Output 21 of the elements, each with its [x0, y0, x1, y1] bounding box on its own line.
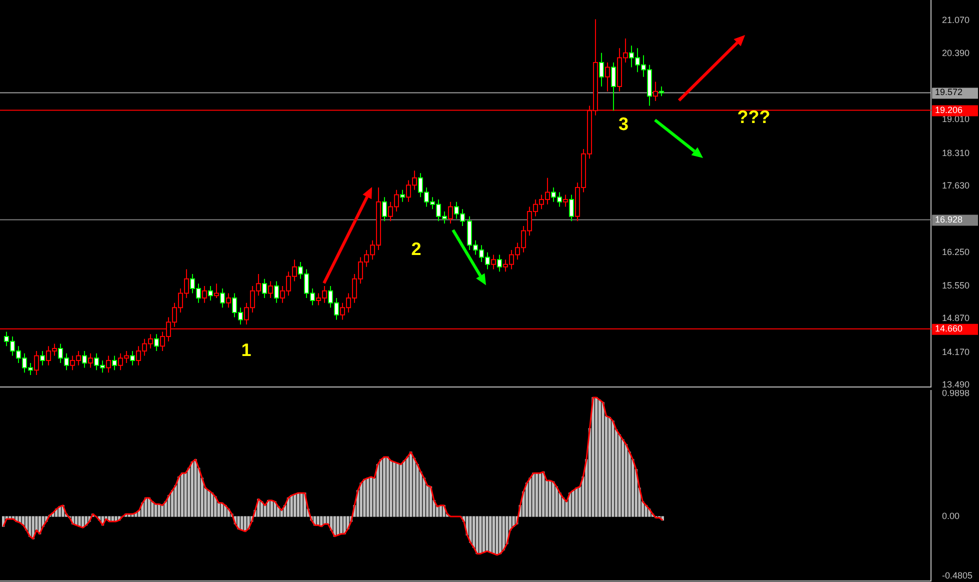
ref-line-label: 14.660	[935, 323, 963, 334]
y-tick-label: 18.310	[942, 148, 970, 158]
y-tick-label: 20.390	[942, 48, 970, 58]
y-tick-label: -0.4805	[942, 570, 973, 581]
y-tick-label: 16.250	[942, 246, 970, 257]
y-tick-label: 17.630	[942, 180, 970, 191]
ref-line-label: 19.206	[935, 104, 963, 115]
y-tick-label: 0.00	[942, 510, 960, 521]
ref-line-label: 16.928	[935, 214, 963, 224]
annotation: 1	[241, 340, 252, 360]
y-tick-label: 14.170	[942, 346, 970, 357]
annotation: 2	[411, 238, 422, 259]
y-tick-label: 13.490	[942, 380, 970, 390]
y-tick-label: 0.9898	[942, 388, 970, 398]
annotation: 3	[618, 114, 628, 134]
ref-line-label: 19.572	[935, 87, 963, 98]
y-tick-label: 15.550	[942, 280, 970, 291]
y-tick-label: 21.070	[942, 15, 970, 26]
annotation: ???	[737, 106, 770, 127]
y-tick-label: 14.870	[942, 313, 970, 324]
y-tick-label: 19.010	[942, 114, 970, 124]
